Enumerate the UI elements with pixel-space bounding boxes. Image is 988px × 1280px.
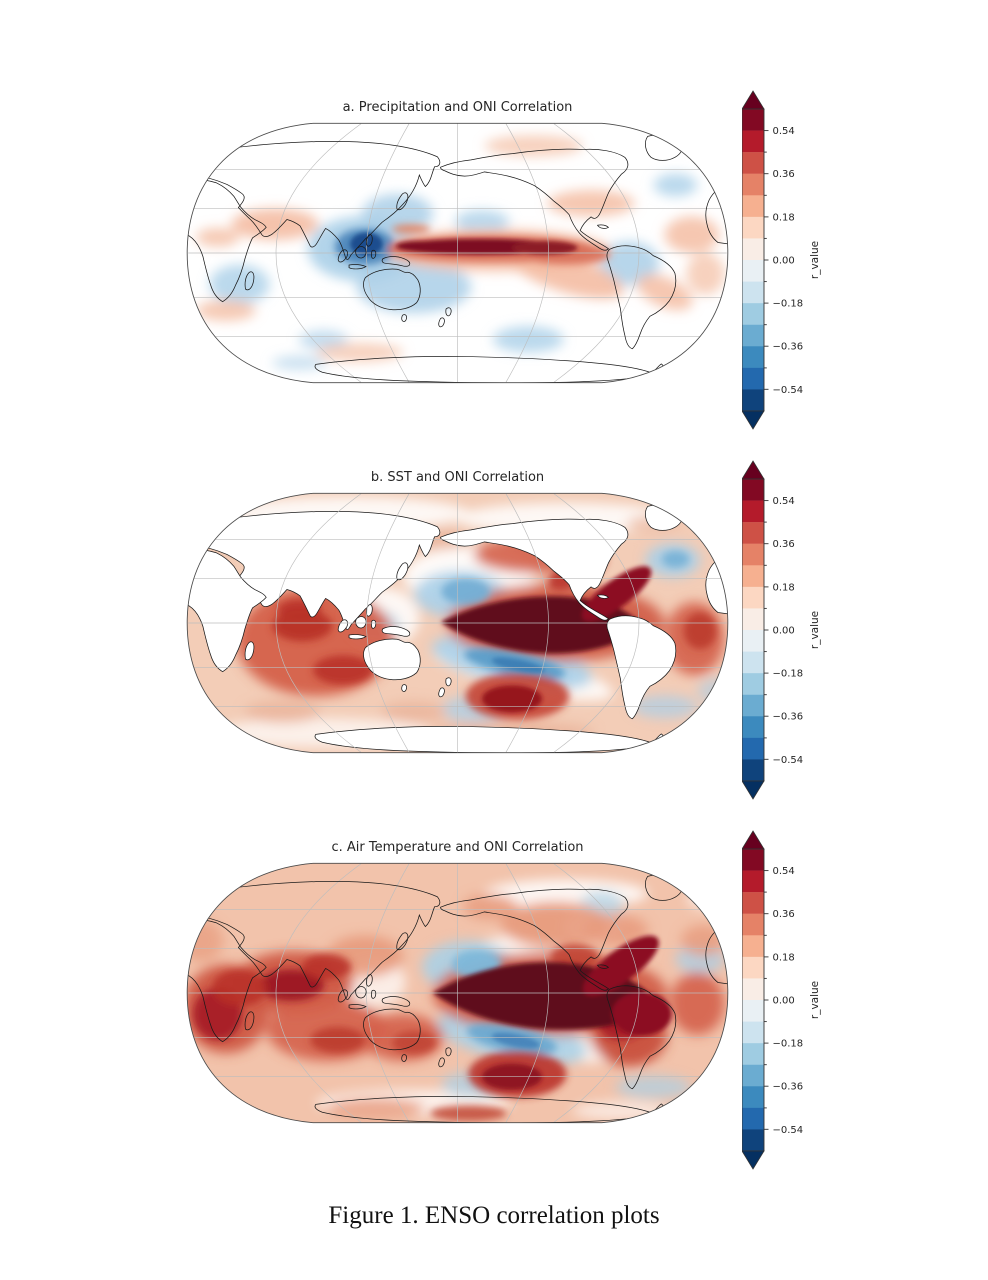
world-map-sst <box>186 492 729 754</box>
panel-c-title: c. Air Temperature and ONI Correlation <box>331 840 584 855</box>
colorbar-b <box>742 460 822 800</box>
world-map-precipitation <box>186 122 729 384</box>
panel-a-precipitation: a. Precipitation and ONI Correlation <box>0 88 988 438</box>
panel-b-sst: b. SST and ONI Correlation <box>0 458 988 808</box>
colorbar-a <box>742 90 822 430</box>
panel-c-air-temperature: c. Air Temperature and ONI Correlation <box>0 828 988 1178</box>
world-map-air-temperature <box>186 862 729 1124</box>
colorbar-c <box>742 830 822 1170</box>
figure-caption: Figure 1. ENSO correlation plots <box>328 1202 660 1229</box>
panel-b-title: b. SST and ONI Correlation <box>370 470 545 485</box>
panel-a-title: a. Precipitation and ONI Correlation <box>342 100 573 115</box>
